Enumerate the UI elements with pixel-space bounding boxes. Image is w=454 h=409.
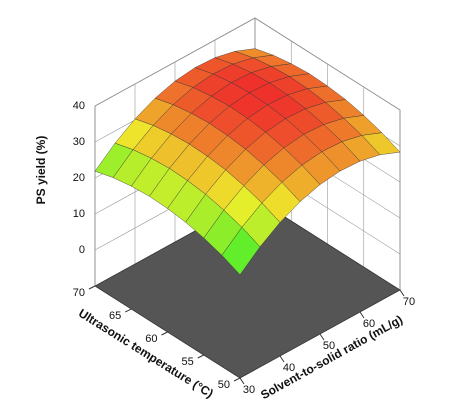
y-tick-label: 50 xyxy=(218,379,230,391)
x-tick-label: 30 xyxy=(243,384,255,396)
x-tick xyxy=(279,355,285,363)
y-tick-label: 70 xyxy=(73,287,85,299)
x-tick-label: 40 xyxy=(283,362,295,374)
y-tick xyxy=(233,377,241,382)
z-tick-label: 20 xyxy=(73,172,85,184)
x-tick-label: 70 xyxy=(403,296,415,308)
z-tick-label: 10 xyxy=(73,208,85,220)
y-tick xyxy=(197,354,204,359)
x-tick xyxy=(399,289,405,297)
x-tick-label: 60 xyxy=(363,318,375,330)
z-axis-label: PS yield (%) xyxy=(34,136,48,205)
z-tick-label: 40 xyxy=(73,100,85,112)
x-tick xyxy=(359,311,365,319)
z-tick-label: 0 xyxy=(79,244,85,256)
x-tick xyxy=(319,333,325,341)
z-tick-label: 30 xyxy=(73,136,85,148)
y-tick-label: 65 xyxy=(109,310,121,322)
x-tick-label: 50 xyxy=(323,340,335,352)
surface-patch xyxy=(221,226,261,276)
y-tick xyxy=(161,331,168,336)
y-tick-label: 60 xyxy=(145,333,157,345)
x-tick xyxy=(239,377,245,385)
y-tick xyxy=(88,285,96,290)
y-tick-label: 55 xyxy=(182,356,194,368)
y-tick xyxy=(125,308,132,313)
